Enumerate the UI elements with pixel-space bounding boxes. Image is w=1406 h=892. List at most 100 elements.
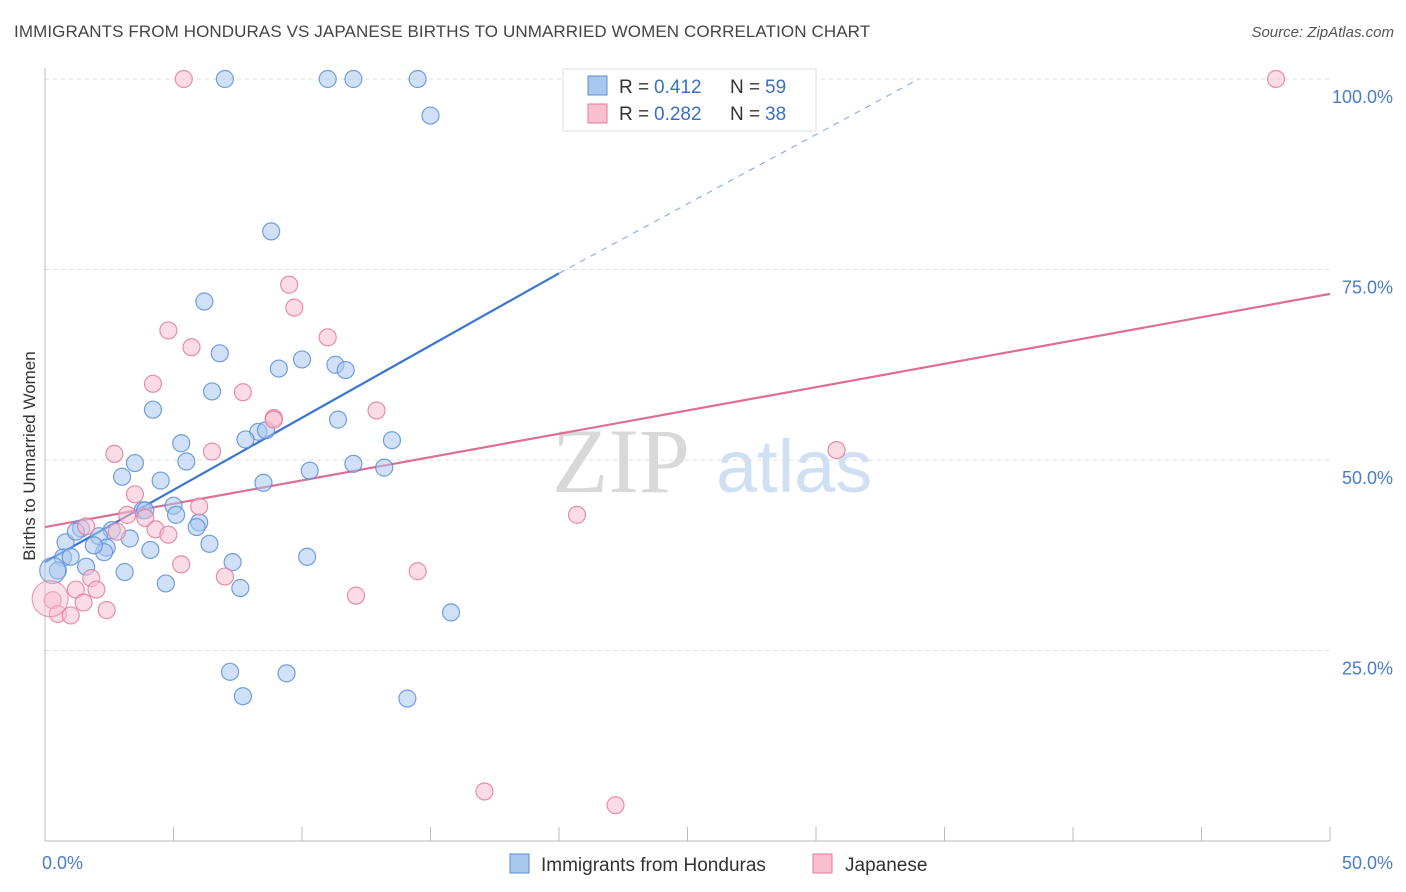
point-honduras bbox=[39, 556, 67, 585]
legend-n-value-2: 38 bbox=[765, 104, 786, 125]
point-honduras bbox=[375, 458, 394, 477]
point-japanese bbox=[285, 298, 304, 317]
point-japanese bbox=[318, 328, 337, 347]
legend-swatch-japanese bbox=[587, 103, 608, 124]
point-honduras bbox=[143, 400, 163, 419]
point-honduras bbox=[177, 452, 196, 471]
point-japanese bbox=[77, 517, 96, 536]
x-tick-label-min: 0.0% bbox=[42, 853, 83, 873]
x-tick-label-max: 50.0% bbox=[1342, 853, 1393, 873]
point-japanese bbox=[280, 275, 299, 294]
bottom-legend-swatch-japanese bbox=[812, 853, 833, 874]
point-honduras bbox=[254, 473, 273, 492]
point-honduras bbox=[112, 467, 132, 486]
point-japanese bbox=[606, 796, 625, 815]
point-honduras bbox=[156, 574, 175, 593]
point-japanese bbox=[215, 567, 234, 586]
watermark-atlas: atlas bbox=[716, 425, 872, 508]
legend-n-value-1: 59 bbox=[765, 77, 786, 98]
point-honduras bbox=[318, 69, 337, 89]
point-honduras bbox=[172, 434, 191, 453]
point-japanese bbox=[159, 321, 178, 340]
point-japanese bbox=[87, 580, 106, 599]
point-japanese bbox=[107, 522, 127, 541]
point-honduras bbox=[195, 292, 214, 311]
point-japanese bbox=[136, 508, 155, 528]
point-japanese bbox=[61, 606, 80, 625]
point-japanese bbox=[97, 601, 116, 620]
point-japanese bbox=[190, 497, 209, 516]
point-japanese bbox=[125, 485, 145, 504]
point-honduras bbox=[61, 547, 80, 566]
point-honduras bbox=[300, 461, 319, 480]
series-legend: Immigrants from Honduras Japanese bbox=[509, 853, 927, 876]
point-honduras bbox=[441, 603, 461, 622]
point-honduras bbox=[269, 359, 288, 378]
legend-r-value-1: 0.412 bbox=[654, 77, 702, 98]
point-honduras bbox=[421, 106, 440, 125]
y-tick-label: 25.0% bbox=[1342, 659, 1393, 679]
point-japanese bbox=[105, 444, 124, 464]
point-honduras bbox=[210, 344, 229, 363]
watermark-zip: ZIP bbox=[552, 410, 690, 512]
point-japanese bbox=[202, 442, 222, 461]
axes: 25.0% 50.0% 75.0% 100.0% 0.0% 50.0% bbox=[42, 68, 1393, 873]
source-label: Source: ZipAtlas.com bbox=[1251, 24, 1394, 41]
point-honduras bbox=[141, 540, 160, 560]
point-japanese bbox=[118, 505, 137, 524]
point-honduras bbox=[336, 360, 355, 380]
point-honduras bbox=[187, 517, 206, 537]
point-japanese bbox=[475, 782, 494, 801]
point-honduras bbox=[215, 69, 234, 89]
y-tick-label: 75.0% bbox=[1342, 278, 1393, 298]
point-honduras bbox=[223, 553, 242, 572]
point-honduras bbox=[398, 689, 417, 708]
point-honduras bbox=[202, 382, 222, 401]
point-honduras bbox=[277, 664, 296, 683]
point-japanese bbox=[182, 338, 201, 357]
legend-r-label-1: R = bbox=[619, 77, 649, 98]
correlation-legend: R = 0.412 N = 59 R = 0.282 N = 38 bbox=[562, 68, 817, 132]
point-honduras bbox=[220, 662, 240, 681]
legend-n-label-1: N = bbox=[730, 77, 760, 98]
point-japanese bbox=[567, 505, 587, 524]
data-points bbox=[31, 69, 1286, 815]
point-japanese bbox=[408, 562, 427, 581]
point-japanese bbox=[827, 440, 846, 460]
point-japanese bbox=[74, 593, 93, 612]
trend-line-honduras-extension bbox=[558, 78, 920, 274]
point-honduras bbox=[231, 578, 250, 598]
chart-title: IMMIGRANTS FROM HONDURAS VS JAPANESE BIR… bbox=[14, 22, 871, 41]
bottom-legend-swatch-honduras bbox=[509, 853, 530, 874]
bottom-legend-label-honduras: Immigrants from Honduras bbox=[541, 855, 766, 876]
legend-r-label-2: R = bbox=[619, 104, 649, 125]
point-japanese bbox=[1266, 69, 1286, 89]
point-honduras bbox=[408, 69, 427, 89]
point-honduras bbox=[151, 471, 170, 490]
point-japanese bbox=[31, 580, 69, 618]
point-honduras bbox=[200, 534, 219, 553]
point-japanese bbox=[143, 374, 163, 393]
point-honduras bbox=[292, 350, 312, 369]
y-axis-label: Births to Unmarried Women bbox=[20, 351, 39, 560]
y-tick-label: 50.0% bbox=[1342, 468, 1393, 488]
point-honduras bbox=[115, 562, 134, 582]
point-japanese bbox=[346, 586, 366, 605]
bottom-legend-label-japanese: Japanese bbox=[845, 855, 927, 876]
point-honduras bbox=[125, 453, 145, 473]
point-japanese bbox=[172, 555, 191, 574]
legend-n-label-2: N = bbox=[730, 104, 760, 125]
point-honduras bbox=[344, 454, 363, 473]
point-honduras bbox=[262, 222, 281, 241]
point-japanese bbox=[174, 69, 193, 89]
y-tick-label: 100.0% bbox=[1332, 87, 1393, 107]
point-honduras bbox=[236, 430, 255, 449]
point-honduras bbox=[233, 687, 252, 706]
point-honduras bbox=[84, 536, 103, 555]
point-honduras bbox=[298, 547, 317, 566]
legend-swatch-honduras bbox=[587, 75, 608, 96]
point-japanese bbox=[264, 410, 283, 429]
point-honduras bbox=[344, 69, 363, 89]
point-honduras bbox=[328, 410, 348, 429]
